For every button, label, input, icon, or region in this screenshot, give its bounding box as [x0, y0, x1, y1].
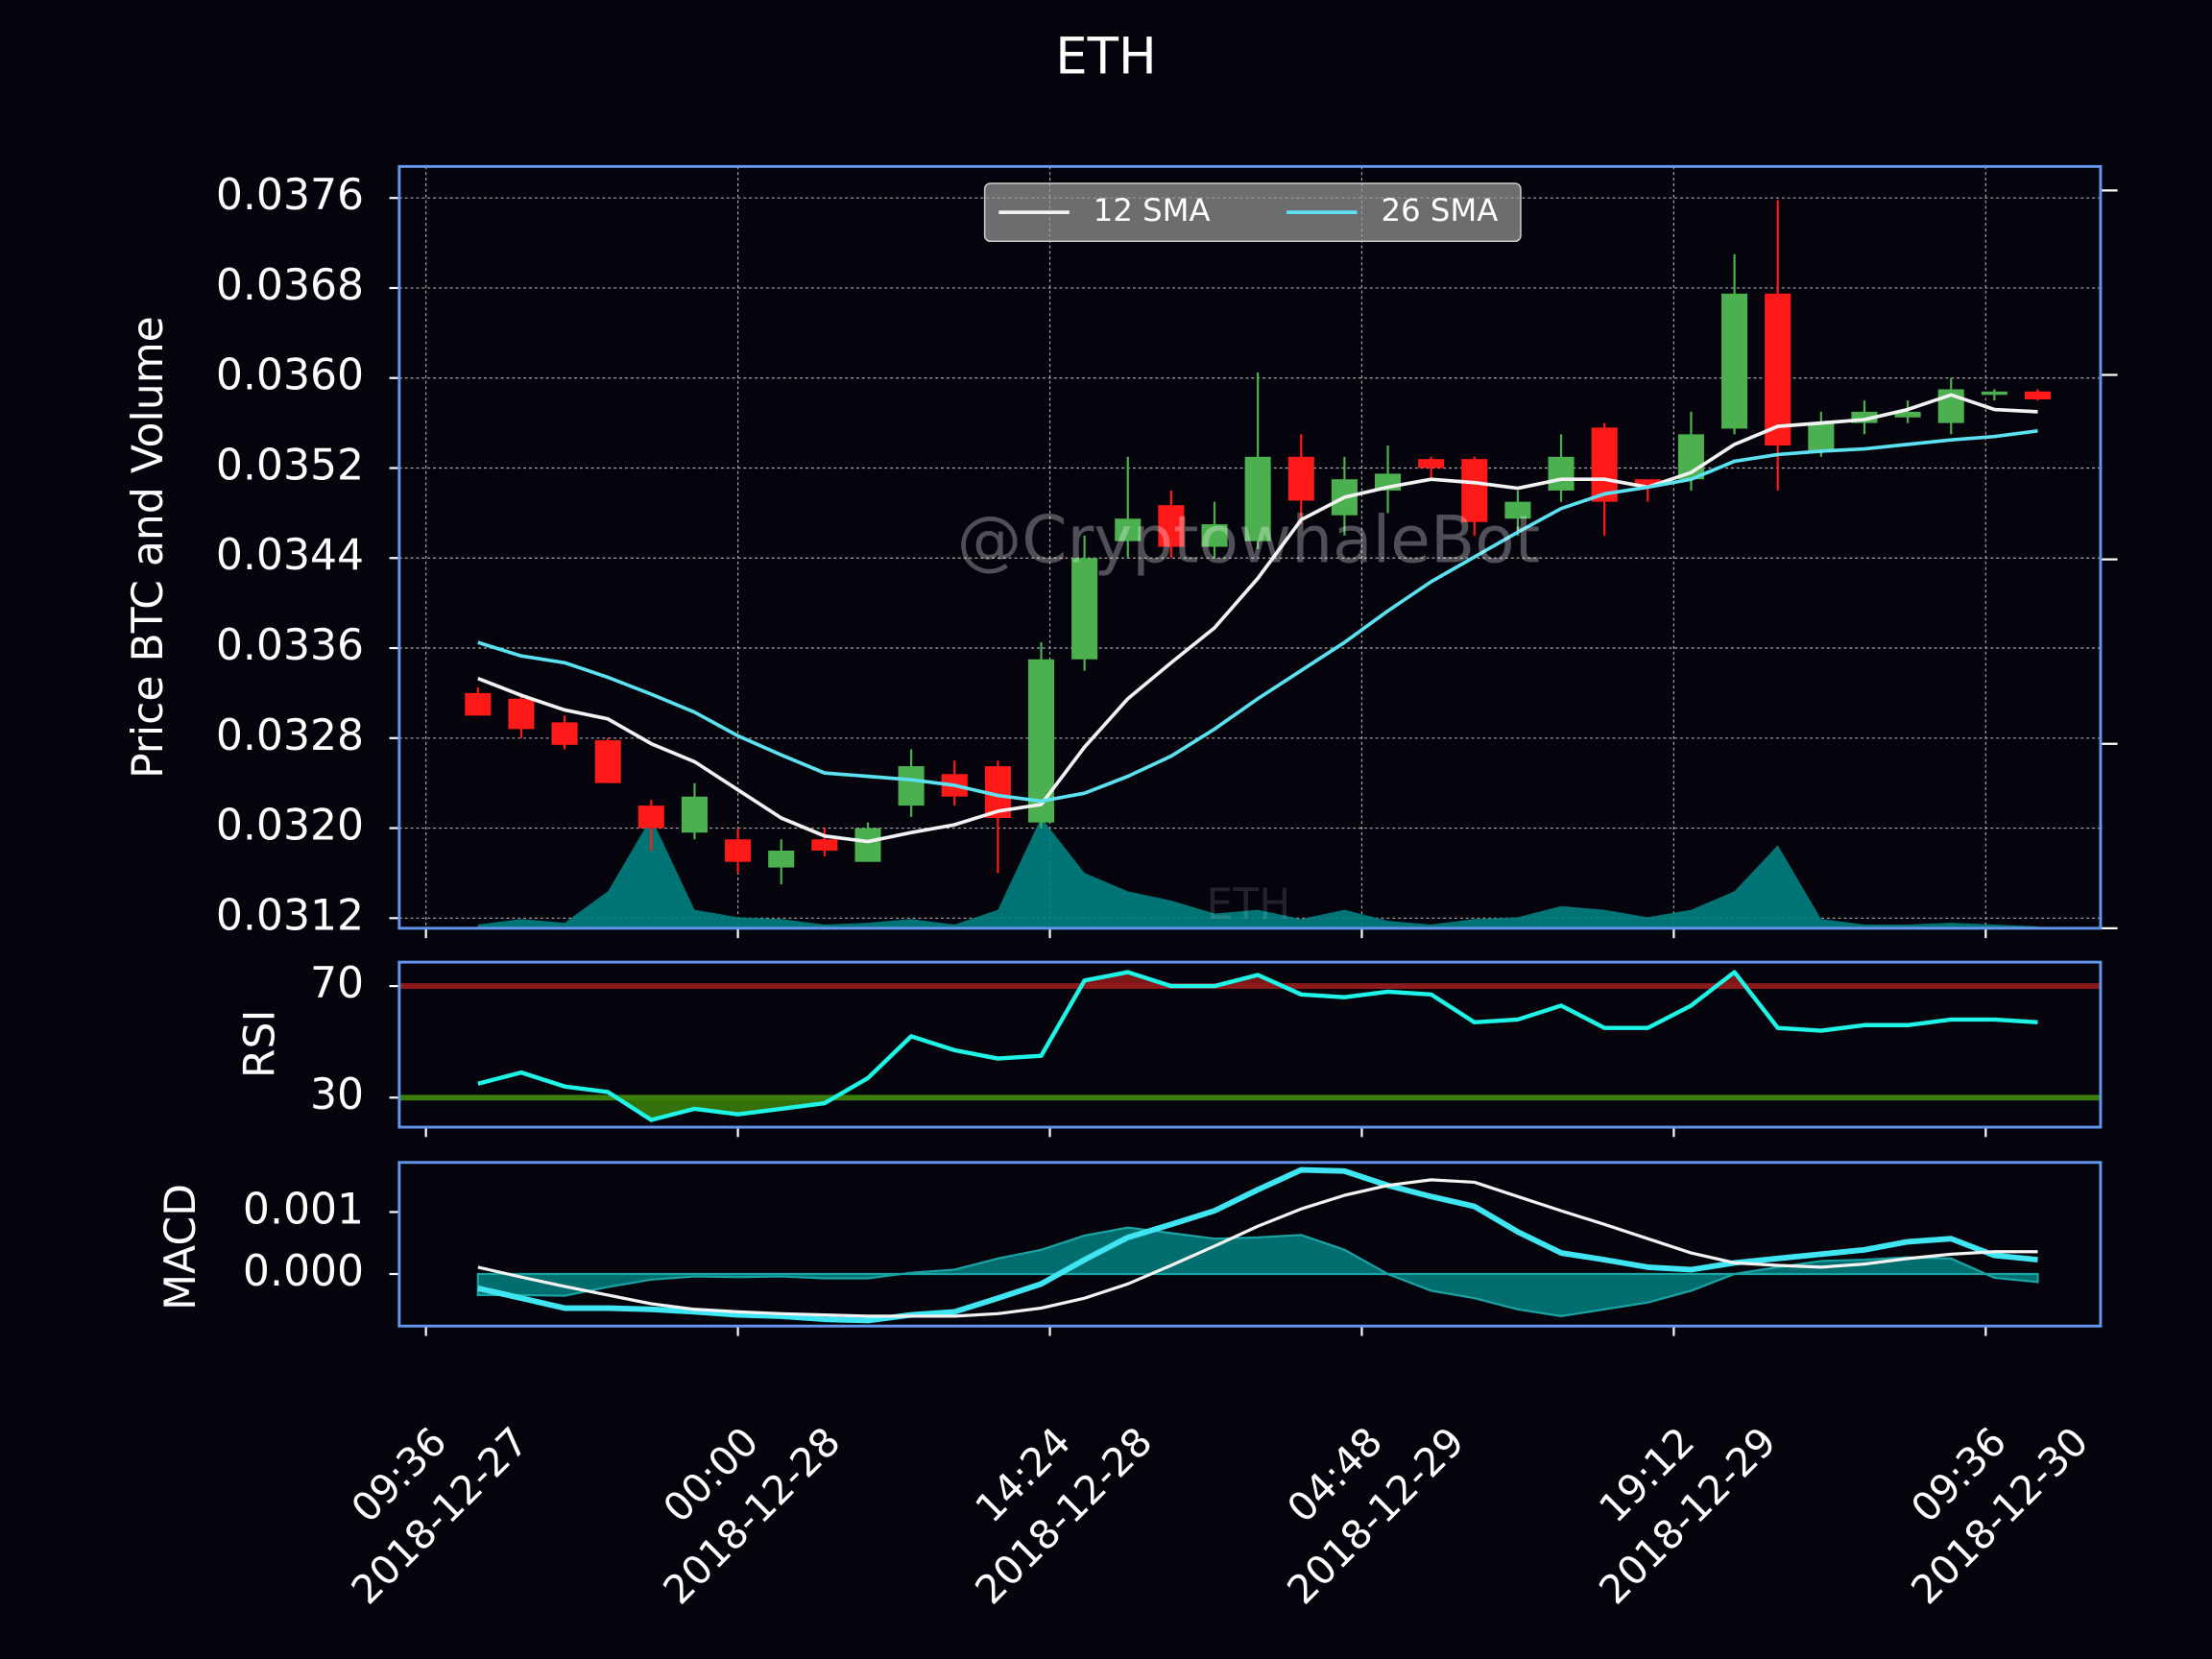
y-axis-label: Price BTC and Volume	[124, 316, 173, 779]
histogram-area	[476, 1226, 2039, 1318]
candle-body	[898, 766, 925, 806]
y-tick-label: 0.0368	[216, 261, 364, 310]
candle-body	[1287, 456, 1314, 501]
y-tick-label: 0.0328	[216, 711, 364, 760]
candle-body	[637, 805, 664, 829]
threshold-fill	[1081, 972, 1745, 987]
y-axis-label: MACD	[156, 1184, 205, 1310]
candle-body	[594, 740, 621, 783]
legend-box	[983, 182, 1522, 243]
watermark: @CryptowhaleBot	[957, 502, 1540, 578]
y-tick-label: 30	[310, 1070, 364, 1119]
candle-body	[1071, 558, 1098, 660]
candle-body	[1461, 459, 1488, 522]
candle-body	[681, 796, 709, 833]
chart-title: ETH	[1055, 27, 1156, 85]
candle-body	[1548, 456, 1575, 491]
y-tick-label: 0.001	[243, 1185, 364, 1234]
candle-body	[1765, 293, 1791, 446]
candle-body	[725, 839, 752, 862]
indicator-line	[477, 970, 2038, 1122]
y-tick-label: 0.0344	[216, 531, 364, 580]
y-tick-label: 0.000	[243, 1247, 364, 1296]
y-tick-label: 0.0320	[216, 802, 364, 851]
candle-body	[551, 722, 578, 745]
candle-body	[465, 692, 492, 716]
indicator-line	[477, 1166, 2038, 1324]
y-axis-label: RSI	[235, 1010, 284, 1079]
candle-body	[811, 839, 838, 851]
candle-body	[1591, 427, 1618, 502]
candle-body	[1418, 459, 1445, 469]
indicator-line	[477, 1178, 2038, 1318]
sma-line	[477, 428, 2038, 804]
candle-body	[1851, 411, 1878, 423]
y-tick-label: 0.0376	[216, 171, 364, 220]
legend-label: 26 SMA	[1382, 192, 1499, 228]
legend-label: 12 SMA	[1094, 192, 1211, 228]
y-tick-label: 70	[310, 959, 364, 1008]
sma-line	[477, 393, 2038, 844]
volume-area	[477, 817, 2038, 928]
candle-body	[1244, 456, 1271, 541]
y-tick-label: 0.0352	[216, 441, 364, 490]
watermark: ETH	[1206, 880, 1290, 929]
candle-body	[1894, 411, 1921, 418]
y-tick-label: 0.0312	[216, 891, 364, 940]
candle-body	[1115, 518, 1142, 541]
candle-body	[1504, 501, 1531, 519]
axes-frame	[397, 164, 2103, 930]
y-tick-label: 0.0336	[216, 621, 364, 670]
axes-frame	[397, 1161, 2103, 1328]
candle-body	[1201, 524, 1228, 547]
y-tick-label: 0.0360	[216, 351, 364, 400]
candle-body	[1634, 479, 1661, 486]
axes-frame	[397, 960, 2103, 1129]
candle-body	[1158, 505, 1185, 547]
candle-body	[854, 828, 881, 862]
candle-body	[1808, 422, 1835, 451]
candle-body	[1981, 391, 2008, 396]
candle-body	[508, 698, 535, 730]
candle-body	[1721, 293, 1748, 429]
candle-body	[768, 850, 795, 868]
candle-body	[2024, 391, 2052, 399]
